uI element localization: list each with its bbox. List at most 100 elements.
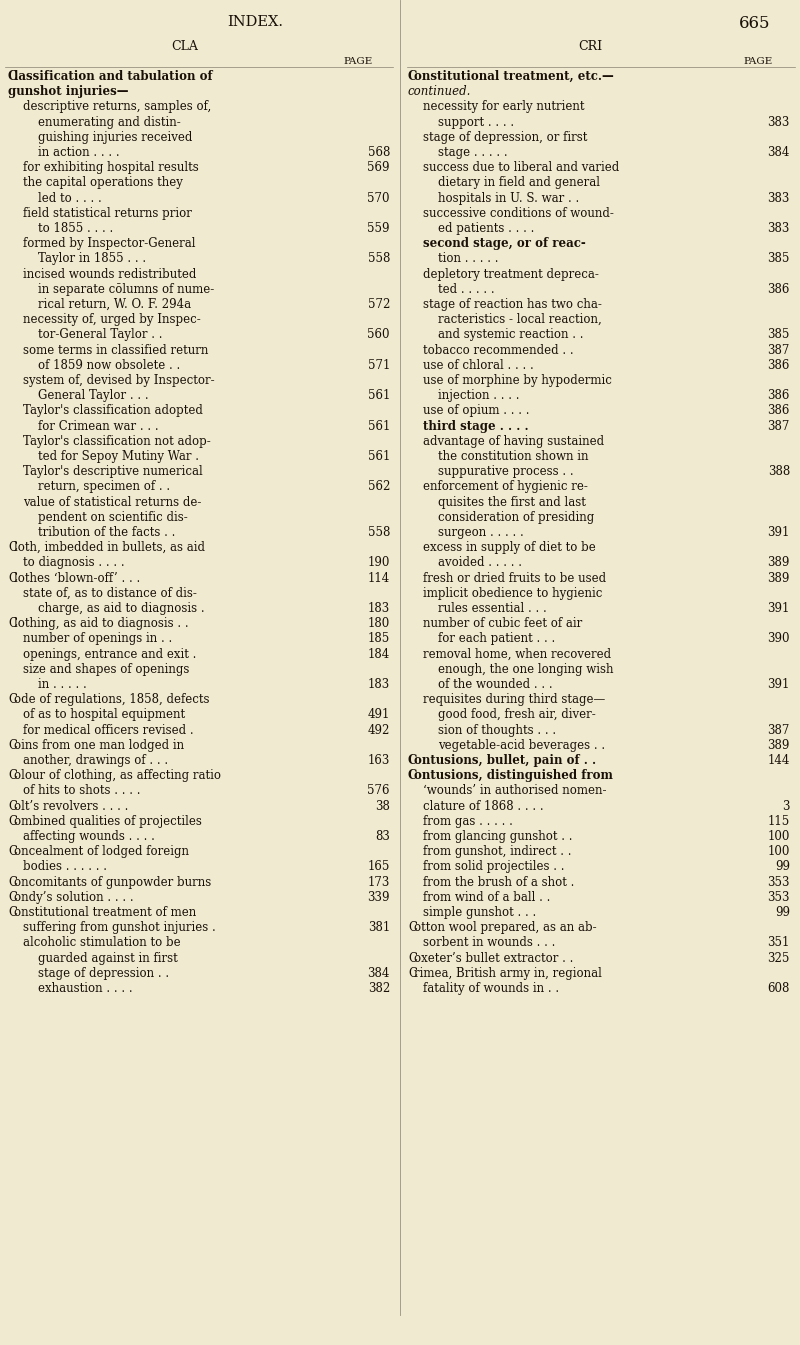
Text: 383: 383 [768, 222, 790, 235]
Text: C: C [408, 769, 418, 783]
Text: 561: 561 [368, 420, 390, 433]
Text: clature of 1868 . . . .: clature of 1868 . . . . [423, 799, 544, 812]
Text: avoided . . . . .: avoided . . . . . [438, 557, 522, 569]
Text: oncealment of lodged foreign: oncealment of lodged foreign [14, 845, 190, 858]
Text: ombined qualities of projectiles: ombined qualities of projectiles [14, 815, 202, 827]
Text: from wind of a ball . .: from wind of a ball . . [423, 890, 550, 904]
Text: in separate cōlumns of nume-: in separate cōlumns of nume- [38, 282, 214, 296]
Text: CRI: CRI [578, 40, 602, 52]
Text: rical return, W. O. F. 294a: rical return, W. O. F. 294a [38, 299, 191, 311]
Text: in . . . . .: in . . . . . [38, 678, 86, 691]
Text: to 1855 . . . .: to 1855 . . . . [38, 222, 114, 235]
Text: olour of clothing, as affecting ratio: olour of clothing, as affecting ratio [14, 769, 222, 783]
Text: of the wounded . . .: of the wounded . . . [438, 678, 553, 691]
Text: success due to liberal and varied: success due to liberal and varied [423, 161, 619, 175]
Text: support . . . .: support . . . . [438, 116, 514, 129]
Text: C: C [8, 541, 17, 554]
Text: second stage, or of reac-: second stage, or of reac- [423, 237, 586, 250]
Text: dietary in field and general: dietary in field and general [438, 176, 600, 190]
Text: from gas . . . . .: from gas . . . . . [423, 815, 513, 827]
Text: C: C [8, 738, 17, 752]
Text: suppurative process . .: suppurative process . . [438, 465, 574, 479]
Text: state of, as to distance of dis-: state of, as to distance of dis- [23, 586, 197, 600]
Text: value of statistical returns de-: value of statistical returns de- [23, 495, 202, 508]
Text: rules essential . . .: rules essential . . . [438, 603, 546, 615]
Text: number of cubic feet of air: number of cubic feet of air [423, 617, 582, 631]
Text: 560: 560 [367, 328, 390, 342]
Text: and systemic reaction . .: and systemic reaction . . [438, 328, 583, 342]
Text: 184: 184 [368, 647, 390, 660]
Text: 339: 339 [367, 890, 390, 904]
Text: C: C [408, 952, 417, 964]
Text: excess in supply of diet to be: excess in supply of diet to be [423, 541, 596, 554]
Text: lassification and tabulation of: lassification and tabulation of [14, 70, 213, 83]
Text: 190: 190 [368, 557, 390, 569]
Text: implicit obedience to hygienic: implicit obedience to hygienic [423, 586, 602, 600]
Text: quisites the first and last: quisites the first and last [438, 495, 586, 508]
Text: 389: 389 [768, 572, 790, 585]
Text: number of openings in . .: number of openings in . . [23, 632, 172, 646]
Text: continued.: continued. [408, 85, 471, 98]
Text: 3: 3 [782, 799, 790, 812]
Text: necessity of, urged by Inspec-: necessity of, urged by Inspec- [23, 313, 201, 327]
Text: fresh or dried fruits to be used: fresh or dried fruits to be used [423, 572, 606, 585]
Text: 561: 561 [368, 389, 390, 402]
Text: 183: 183 [368, 603, 390, 615]
Text: vegetable-acid beverages . .: vegetable-acid beverages . . [438, 738, 605, 752]
Text: 382: 382 [368, 982, 390, 995]
Text: Taylor in 1855 . . .: Taylor in 1855 . . . [38, 253, 146, 265]
Text: 384: 384 [768, 147, 790, 159]
Text: 608: 608 [768, 982, 790, 995]
Text: another, drawings of . . .: another, drawings of . . . [23, 755, 168, 767]
Text: 385: 385 [768, 328, 790, 342]
Text: ontusions, distinguished from: ontusions, distinguished from [414, 769, 614, 783]
Text: ‘wounds’ in authorised nomen-: ‘wounds’ in authorised nomen- [423, 784, 606, 798]
Text: use of morphine by hypodermic: use of morphine by hypodermic [423, 374, 612, 387]
Text: 387: 387 [768, 724, 790, 737]
Text: incised wounds redistributed: incised wounds redistributed [23, 268, 196, 281]
Text: 99: 99 [775, 861, 790, 873]
Text: tor-General Taylor . .: tor-General Taylor . . [38, 328, 162, 342]
Text: sorbent in wounds . . .: sorbent in wounds . . . [423, 936, 555, 950]
Text: 389: 389 [768, 557, 790, 569]
Text: 173: 173 [368, 876, 390, 889]
Text: PAGE: PAGE [344, 56, 373, 66]
Text: 381: 381 [368, 921, 390, 935]
Text: stage of depression . .: stage of depression . . [38, 967, 169, 979]
Text: of hits to shots . . . .: of hits to shots . . . . [23, 784, 141, 798]
Text: 387: 387 [768, 343, 790, 356]
Text: 185: 185 [368, 632, 390, 646]
Text: rimea, British army in, regional: rimea, British army in, regional [414, 967, 602, 979]
Text: 383: 383 [768, 116, 790, 129]
Text: formed by Inspector-General: formed by Inspector-General [23, 237, 195, 250]
Text: good food, fresh air, diver-: good food, fresh air, diver- [438, 709, 596, 721]
Text: from solid projectiles . .: from solid projectiles . . [423, 861, 565, 873]
Text: 492: 492 [368, 724, 390, 737]
Text: charge, as aid to diagnosis .: charge, as aid to diagnosis . [38, 603, 205, 615]
Text: ondy’s solution . . . .: ondy’s solution . . . . [14, 890, 134, 904]
Text: C: C [8, 907, 17, 919]
Text: 114: 114 [368, 572, 390, 585]
Text: 390: 390 [767, 632, 790, 646]
Text: oxeter’s bullet extractor . .: oxeter’s bullet extractor . . [414, 952, 574, 964]
Text: C: C [8, 693, 17, 706]
Text: 325: 325 [768, 952, 790, 964]
Text: 576: 576 [367, 784, 390, 798]
Text: 383: 383 [768, 191, 790, 204]
Text: 391: 391 [768, 603, 790, 615]
Text: PAGE: PAGE [744, 56, 773, 66]
Text: of as to hospital equipment: of as to hospital equipment [23, 709, 185, 721]
Text: Taylor's classification not adop-: Taylor's classification not adop- [23, 434, 210, 448]
Text: Taylor's descriptive numerical: Taylor's descriptive numerical [23, 465, 202, 479]
Text: simple gunshot . . .: simple gunshot . . . [423, 907, 536, 919]
Text: CLA: CLA [171, 40, 198, 52]
Text: stage of depression, or first: stage of depression, or first [423, 130, 587, 144]
Text: C: C [8, 815, 17, 827]
Text: for medical officers revised .: for medical officers revised . [23, 724, 194, 737]
Text: the constitution shown in: the constitution shown in [438, 451, 589, 463]
Text: 386: 386 [768, 405, 790, 417]
Text: for exhibiting hospital results: for exhibiting hospital results [23, 161, 198, 175]
Text: 144: 144 [768, 755, 790, 767]
Text: Taylor's classification adopted: Taylor's classification adopted [23, 405, 203, 417]
Text: lothing, as aid to diagnosis . .: lothing, as aid to diagnosis . . [14, 617, 189, 631]
